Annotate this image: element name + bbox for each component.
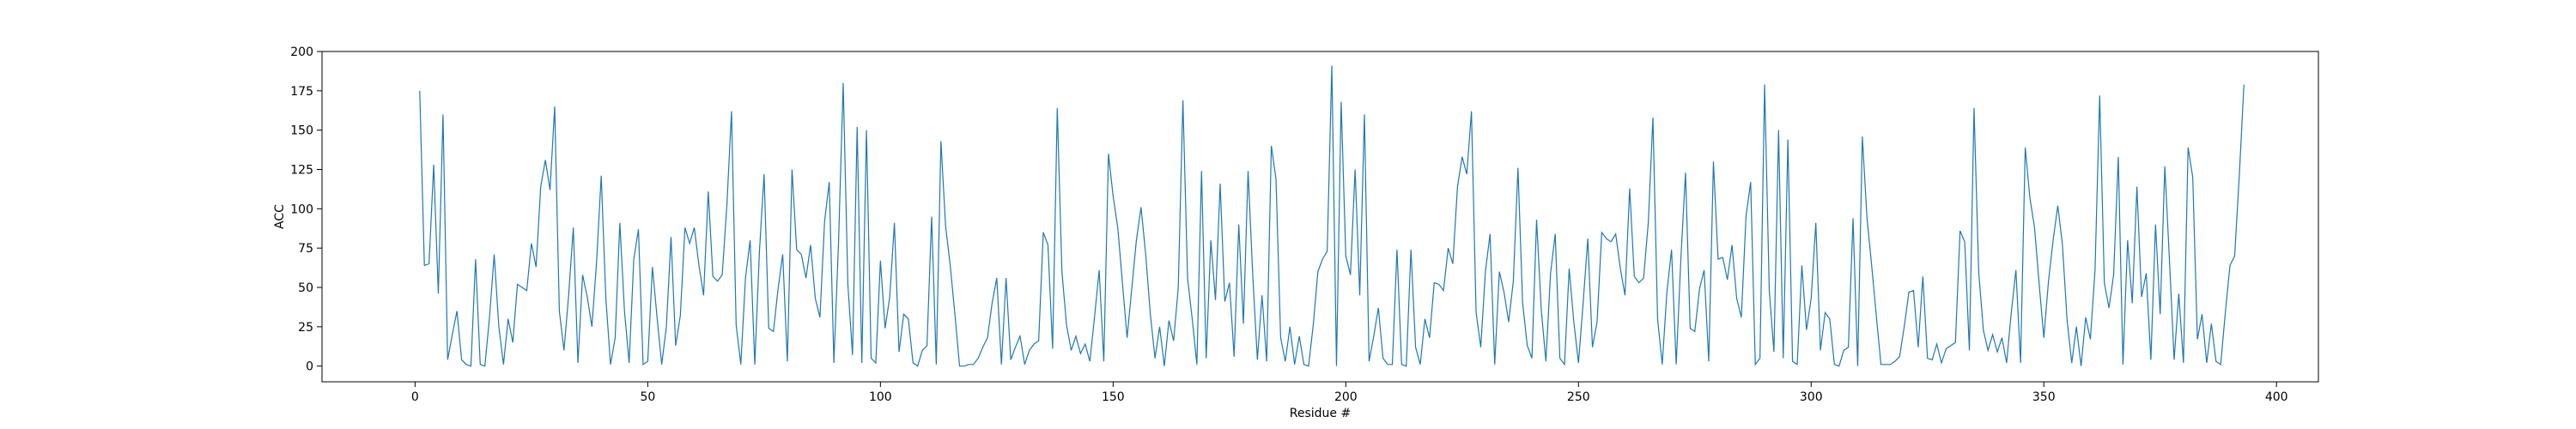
y-tick-label: 200 [290, 45, 313, 59]
y-tick-label: 175 [290, 85, 313, 99]
x-tick-label: 300 [1800, 390, 1823, 404]
x-tick-label: 400 [2265, 390, 2288, 404]
y-tick-label: 100 [290, 202, 313, 216]
x-axis-label: Residue # [1290, 407, 1351, 420]
x-axis-ticks: 0 50 100 150 200 250 300 350 400 [411, 382, 2288, 404]
y-tick-label: 150 [290, 124, 313, 138]
y-tick-label: 75 [298, 242, 313, 256]
x-tick-label: 0 [411, 390, 419, 404]
x-tick-label: 150 [1102, 390, 1125, 404]
x-tick-label: 250 [1567, 390, 1590, 404]
y-tick-label: 125 [290, 164, 313, 178]
acc-series-line [419, 65, 2245, 367]
y-tick-label: 0 [306, 360, 313, 374]
y-tick-label: 50 [298, 281, 313, 295]
y-axis-ticks: 0 25 50 75 100 125 150 175 200 [290, 45, 322, 374]
x-tick-label: 350 [2032, 390, 2056, 404]
y-tick-label: 25 [298, 321, 313, 335]
x-tick-label: 200 [1334, 390, 1358, 404]
plot-area [321, 51, 2319, 383]
y-axis-label: ACC [273, 204, 287, 229]
x-tick-label: 50 [640, 390, 655, 404]
x-tick-label: 100 [869, 390, 892, 404]
